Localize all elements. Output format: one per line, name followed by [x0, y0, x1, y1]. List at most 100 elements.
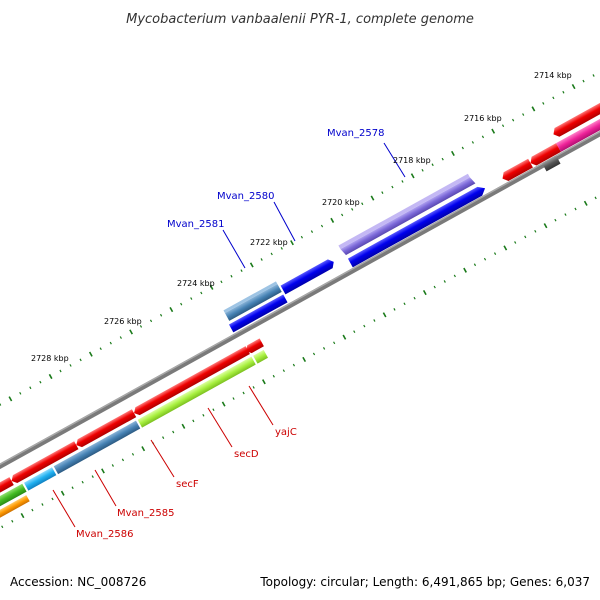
tick-mark — [79, 358, 82, 362]
cds-red-right-1[interactable] — [500, 158, 533, 183]
cds-secD[interactable] — [132, 346, 250, 417]
cds-lime-small[interactable] — [253, 349, 268, 364]
cds-Mvan_2586[interactable] — [0, 477, 14, 501]
cds-Mvan_2578[interactable] — [338, 173, 476, 256]
tick-mark — [111, 464, 114, 467]
tick-mark — [0, 403, 2, 406]
tick-mark — [564, 213, 567, 216]
tick-mark — [261, 379, 266, 385]
tick-label: 2722 kbp — [250, 238, 288, 247]
tick-mark — [373, 319, 376, 322]
tick-label: 2726 kbp — [104, 317, 142, 326]
tick-mark — [310, 230, 314, 233]
tick-mark — [8, 396, 13, 402]
tick-mark — [119, 336, 122, 339]
cds-Mvan_2580[interactable] — [280, 257, 337, 295]
tick-mark — [552, 96, 555, 100]
tick-mark — [162, 436, 165, 439]
tick-mark — [249, 262, 254, 268]
gene-label-secD[interactable]: secD — [234, 449, 259, 460]
tick-mark — [451, 150, 455, 157]
tick-mark — [363, 324, 366, 328]
cds-magenta-right[interactable] — [556, 104, 600, 152]
cds-green-lower[interactable] — [0, 483, 27, 535]
tick-mark — [471, 141, 474, 144]
tick-mark — [341, 213, 344, 217]
tick-mark — [230, 274, 233, 278]
tick-mark — [302, 356, 307, 363]
tick-mark — [592, 74, 595, 77]
tick-label: 2720 kbp — [322, 198, 360, 207]
gene-label-Mvan_2586[interactable]: Mvan_2586 — [76, 529, 133, 540]
tick-mark — [503, 245, 508, 251]
tick-mark — [1, 525, 4, 529]
map-title: Mycobacterium vanbaalenii PYR-1, complet… — [126, 12, 474, 27]
cds-secF[interactable] — [74, 409, 137, 449]
tick-mark — [512, 118, 515, 122]
tick-mark — [594, 196, 597, 200]
tick-mark — [190, 297, 193, 300]
cds-cyan-lower[interactable] — [23, 467, 57, 491]
gene-label-Mvan_2578[interactable]: Mvan_2578 — [327, 128, 384, 139]
cds-lime-long[interactable] — [137, 356, 256, 428]
gene-label-yajC[interactable]: yajC — [275, 427, 297, 438]
tick-mark — [242, 391, 245, 395]
tick-mark — [20, 512, 25, 519]
cds-Mvan_2582[interactable] — [228, 294, 288, 333]
tick-mark — [422, 289, 427, 296]
cds-red-right-2[interactable] — [528, 143, 561, 167]
tick-mark — [88, 351, 93, 357]
gene-label-secF[interactable]: secF — [176, 479, 199, 490]
tick-mark — [91, 475, 94, 478]
gene-label-Mvan_2585[interactable]: Mvan_2585 — [117, 508, 174, 519]
tick-mark — [129, 329, 133, 335]
tick-mark — [522, 113, 525, 116]
tick-mark — [493, 252, 497, 255]
gene-label-Mvan_2581[interactable]: Mvan_2581 — [167, 219, 224, 230]
cds-steel-lower[interactable] — [53, 420, 141, 475]
tick-mark — [270, 252, 273, 256]
cds-Mvan_2579[interactable] — [347, 184, 488, 268]
tick-mark — [202, 413, 205, 417]
tick-mark — [543, 223, 548, 229]
tick-mark — [29, 386, 32, 390]
tick-mark — [19, 391, 22, 395]
tick-mark — [534, 229, 537, 233]
gene-label-Mvan_2580[interactable]: Mvan_2580 — [217, 191, 274, 202]
tick-mark — [209, 284, 214, 290]
tick-mark — [381, 191, 384, 194]
tick-mark — [333, 341, 336, 345]
tick-mark — [232, 397, 235, 400]
tick-mark — [393, 308, 396, 311]
inner-tick-track — [1, 196, 597, 529]
tick-mark — [121, 458, 125, 462]
cds-red-right-3[interactable] — [551, 92, 600, 139]
tick-mark — [212, 408, 215, 412]
tick-label: 2716 kbp — [464, 114, 502, 123]
tick-mark — [391, 185, 394, 189]
tick-mark — [292, 363, 296, 367]
tick-mark — [300, 235, 304, 239]
cds-orange-lower[interactable] — [0, 495, 30, 543]
cds-Mvan_2585[interactable] — [9, 441, 79, 485]
tick-mark — [252, 386, 255, 389]
tick-mark — [401, 180, 404, 183]
tick-mark — [433, 285, 436, 289]
tick-mark — [69, 364, 72, 367]
tick-mark — [330, 217, 335, 223]
cds-gray-right[interactable] — [542, 155, 561, 172]
tick-mark — [443, 280, 446, 283]
tick-mark — [260, 258, 263, 261]
cds-Mvan_2581[interactable] — [223, 281, 282, 321]
tick-mark — [139, 325, 143, 328]
tick-mark — [169, 307, 174, 313]
cds-yajC[interactable] — [244, 338, 264, 355]
tick-mark — [382, 312, 387, 318]
tick-mark — [60, 490, 65, 496]
tick-mark — [483, 257, 487, 261]
tick-mark — [101, 468, 105, 474]
tick-mark — [240, 269, 243, 273]
tick-mark — [501, 124, 505, 128]
genome-backbone — [0, 65, 600, 535]
tick-mark — [141, 446, 146, 452]
